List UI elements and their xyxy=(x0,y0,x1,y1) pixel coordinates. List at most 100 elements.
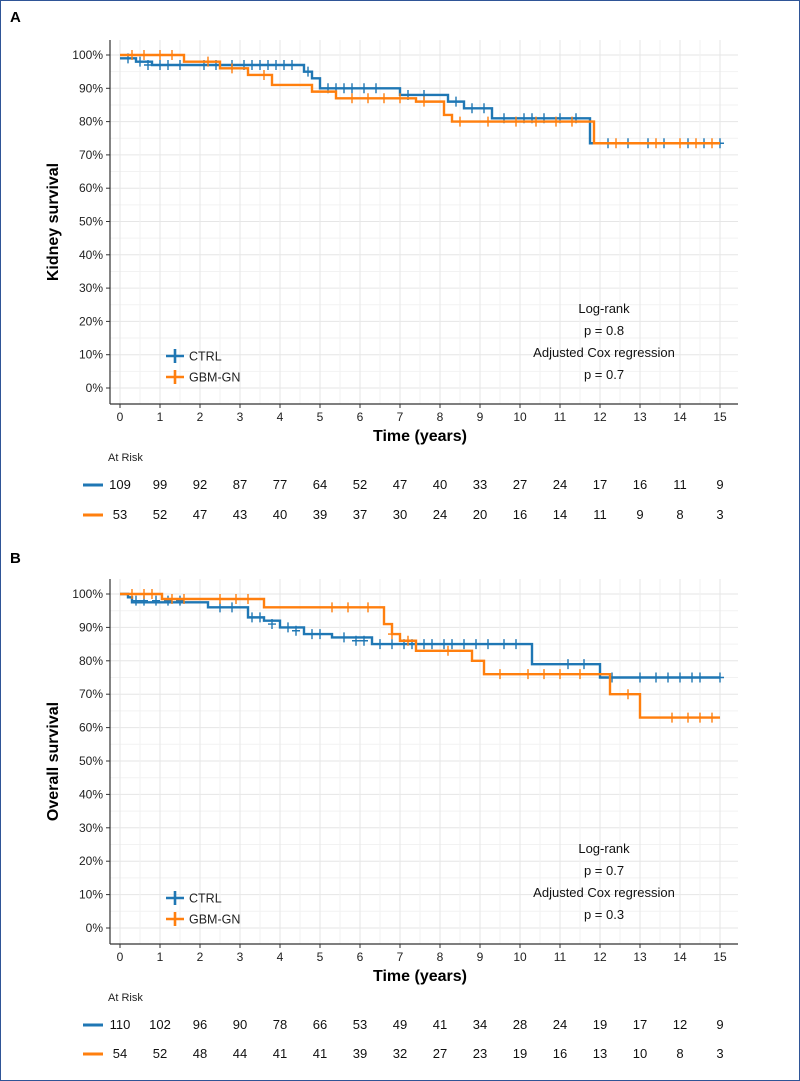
x-tick-label: 15 xyxy=(713,950,727,964)
legend-swatch xyxy=(166,370,184,384)
censor-mark xyxy=(148,589,156,599)
at-risk-value: 52 xyxy=(353,477,367,492)
censor-mark xyxy=(232,594,240,605)
legend-label: GBM-GN xyxy=(189,913,240,927)
stat-annotation: p = 0.7 xyxy=(584,863,624,878)
censor-mark xyxy=(484,639,492,650)
at-risk-value: 109 xyxy=(109,477,131,492)
censor-mark xyxy=(316,629,324,640)
x-tick-label: 2 xyxy=(197,950,204,964)
at-risk-value: 40 xyxy=(433,477,447,492)
at-risk-value: 32 xyxy=(393,1046,407,1061)
x-tick-label: 4 xyxy=(277,410,284,424)
x-tick-label: 3 xyxy=(237,410,244,424)
censor-mark xyxy=(268,619,276,630)
at-risk-value: 11 xyxy=(593,507,607,522)
censor-mark xyxy=(168,594,176,605)
at-risk-value: 96 xyxy=(193,1017,207,1032)
y-tick-label: 40% xyxy=(79,248,103,262)
at-risk-value: 39 xyxy=(313,507,327,522)
censor-mark xyxy=(216,594,224,605)
censor-mark xyxy=(708,712,716,723)
at-risk-value: 54 xyxy=(113,1046,127,1061)
at-risk-value: 14 xyxy=(553,507,567,522)
censor-mark xyxy=(284,622,292,633)
x-axis-title: Time (years) xyxy=(373,968,467,985)
y-tick-label: 100% xyxy=(72,48,103,62)
grid-lines xyxy=(110,579,738,944)
km-curve-gbm-gn xyxy=(120,53,720,145)
y-tick-label: 30% xyxy=(79,821,103,835)
panel-letter: A xyxy=(10,9,21,26)
at-risk-value: 16 xyxy=(553,1046,567,1061)
censor-mark xyxy=(364,602,372,613)
x-tick-label: 14 xyxy=(673,410,687,424)
x-tick-label: 10 xyxy=(513,950,527,964)
x-tick-label: 9 xyxy=(477,410,484,424)
censor-mark xyxy=(484,116,492,127)
censor-mark xyxy=(440,639,448,650)
at-risk-value: 9 xyxy=(716,477,723,492)
censor-mark xyxy=(360,635,368,646)
censor-mark xyxy=(164,595,172,606)
censor-mark xyxy=(128,589,136,599)
censor-mark xyxy=(360,83,368,94)
x-tick-label: 0 xyxy=(117,950,124,964)
at-risk-value: 43 xyxy=(233,507,247,522)
censor-mark xyxy=(576,669,584,680)
x-tick-label: 14 xyxy=(673,950,687,964)
x-axis-title: Time (years) xyxy=(373,428,467,445)
censor-mark xyxy=(652,138,660,149)
at-risk-value: 52 xyxy=(153,1046,167,1061)
at-risk-value: 3 xyxy=(716,507,723,522)
censor-mark xyxy=(568,116,576,127)
censor-mark xyxy=(532,116,540,127)
censor-mark xyxy=(684,712,692,723)
x-tick-label: 13 xyxy=(633,410,647,424)
at-risk-value: 47 xyxy=(193,507,207,522)
y-tick-label: 70% xyxy=(79,687,103,701)
x-tick-label: 9 xyxy=(477,950,484,964)
at-risk-value: 17 xyxy=(633,1017,647,1032)
y-tick-label: 70% xyxy=(79,148,103,162)
at-risk-value: 66 xyxy=(313,1017,327,1032)
censor-mark xyxy=(380,93,388,104)
at-risk-value: 16 xyxy=(513,507,527,522)
at-risk-value: 34 xyxy=(473,1017,487,1032)
stat-annotation: p = 0.3 xyxy=(584,907,624,922)
censor-mark xyxy=(452,96,460,107)
censor-mark xyxy=(676,138,684,149)
censor-mark xyxy=(156,50,164,60)
censor-mark xyxy=(256,612,264,623)
censor-mark xyxy=(136,56,144,67)
censor-mark xyxy=(128,50,136,60)
y-tick-label: 40% xyxy=(79,787,103,801)
censor-mark xyxy=(420,96,428,107)
at-risk-value: 41 xyxy=(313,1046,327,1061)
at-risk-value: 90 xyxy=(233,1017,247,1032)
at-risk-value: 30 xyxy=(393,507,407,522)
at-risk-value: 3 xyxy=(716,1046,723,1061)
censor-mark xyxy=(340,83,348,94)
at-risk-value: 53 xyxy=(113,507,127,522)
at-risk-value: 40 xyxy=(273,507,287,522)
at-risk-value: 44 xyxy=(233,1046,247,1061)
censor-mark xyxy=(636,672,644,683)
legend-label: CTRL xyxy=(189,892,222,906)
censor-mark xyxy=(396,93,404,104)
x-tick-label: 6 xyxy=(357,410,364,424)
x-tick-label: 1 xyxy=(157,410,164,424)
at-risk-value: 9 xyxy=(636,507,643,522)
at-risk-value: 24 xyxy=(433,507,447,522)
at-risk-value: 87 xyxy=(233,477,247,492)
at-risk-title: At Risk xyxy=(108,452,143,464)
censor-mark xyxy=(696,672,704,683)
stat-annotation: Adjusted Cox regression xyxy=(533,345,675,360)
stat-annotation: p = 0.8 xyxy=(584,323,624,338)
censor-mark xyxy=(176,595,184,606)
censor-mark xyxy=(692,138,700,149)
censor-mark xyxy=(272,59,280,70)
censor-mark xyxy=(460,639,468,650)
censor-mark xyxy=(352,635,360,646)
censor-mark xyxy=(180,594,188,605)
